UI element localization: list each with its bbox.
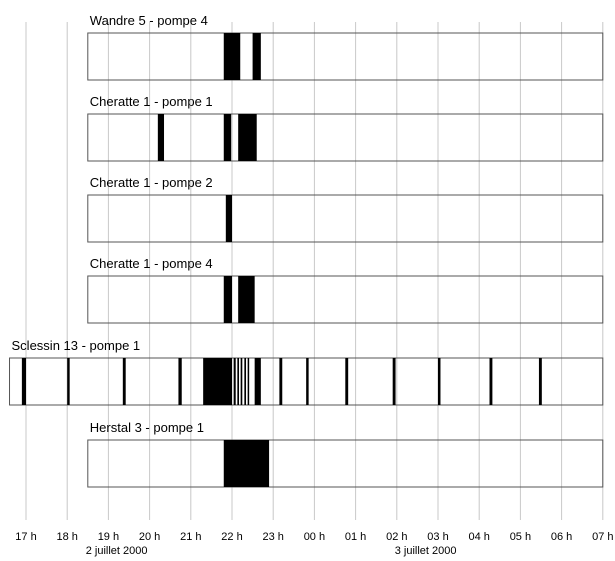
x-tick-label: 07 h — [592, 531, 613, 543]
x-tick-label: 00 h — [304, 531, 325, 543]
activity-bar — [178, 358, 182, 405]
activity-bar — [233, 358, 236, 405]
pump-rows: Wandre 5 - pompe 4 Cheratte 1 - pompe 1 Ch… — [9, 13, 604, 488]
activity-bar — [21, 358, 26, 405]
activity-bar — [157, 114, 165, 161]
activity-bar — [345, 358, 349, 405]
row-box — [87, 194, 604, 243]
activity-bar — [203, 358, 232, 405]
activity-bar — [254, 358, 261, 405]
pump-row: Herstal 3 - pompe 1 — [87, 420, 604, 488]
x-tick-label: 17 h — [15, 531, 36, 543]
x-tick-label: 03 h — [427, 531, 448, 543]
series-label: Cheratte 1 - pompe 2 — [90, 175, 213, 190]
row-box — [87, 113, 604, 162]
activity-bar — [489, 358, 493, 405]
activity-bar — [238, 114, 257, 161]
series-label: Herstal 3 - pompe 1 — [90, 420, 204, 435]
row-box — [87, 275, 604, 324]
activity-bar — [225, 195, 232, 242]
date-label: 2 juillet 2000 — [86, 545, 148, 557]
row-box — [87, 439, 604, 488]
activity-bar — [238, 276, 255, 323]
pump-row: Cheratte 1 - pompe 1 — [87, 94, 604, 162]
x-tick-label: 02 h — [386, 531, 407, 543]
activity-bar — [252, 33, 261, 80]
x-tick-label: 19 h — [98, 531, 119, 543]
activity-bar — [223, 440, 270, 487]
x-tick-label: 05 h — [510, 531, 531, 543]
series-label: Cheratte 1 - pompe 4 — [90, 256, 213, 271]
activity-bar — [237, 358, 240, 405]
pump-row: Cheratte 1 - pompe 4 — [87, 256, 604, 324]
row-box — [87, 32, 604, 81]
x-tick-label: 04 h — [468, 531, 489, 543]
x-tick-label: 23 h — [262, 531, 283, 543]
activity-bar — [67, 358, 70, 405]
x-axis: 17 h 18 h 19 h 20 h 21 h 22 h 23 h 00 h 01 h 02 h… — [15, 531, 613, 557]
series-label: Wandre 5 - pompe 4 — [90, 13, 208, 28]
activity-bar — [223, 276, 232, 323]
activity-bar — [306, 358, 309, 405]
activity-bar — [438, 358, 441, 405]
activity-bar — [240, 358, 243, 405]
x-tick-label: 01 h — [345, 531, 366, 543]
activity-bar — [279, 358, 283, 405]
series-label: Cheratte 1 - pompe 1 — [90, 94, 213, 109]
activity-bar — [223, 33, 241, 80]
date-label: 3 juillet 2000 — [395, 545, 457, 557]
activity-bar — [247, 358, 250, 405]
activity-bar — [392, 358, 396, 405]
series-label: Sclessin 13 - pompe 1 — [12, 338, 141, 353]
x-tick-label: 06 h — [551, 531, 572, 543]
activity-bar — [223, 114, 232, 161]
activity-bar — [122, 358, 126, 405]
x-tick-label: 21 h — [180, 531, 201, 543]
pump-row: Sclessin 13 - pompe 1 — [9, 338, 604, 406]
pump-row: Wandre 5 - pompe 4 — [87, 13, 604, 81]
x-tick-label: 18 h — [56, 531, 77, 543]
activity-bar — [538, 358, 542, 405]
activity-bar — [244, 358, 247, 405]
time-gridlines — [25, 22, 604, 520]
x-tick-label: 22 h — [221, 531, 242, 543]
x-tick-label: 20 h — [139, 531, 160, 543]
pump-row: Cheratte 1 - pompe 2 — [87, 175, 604, 243]
